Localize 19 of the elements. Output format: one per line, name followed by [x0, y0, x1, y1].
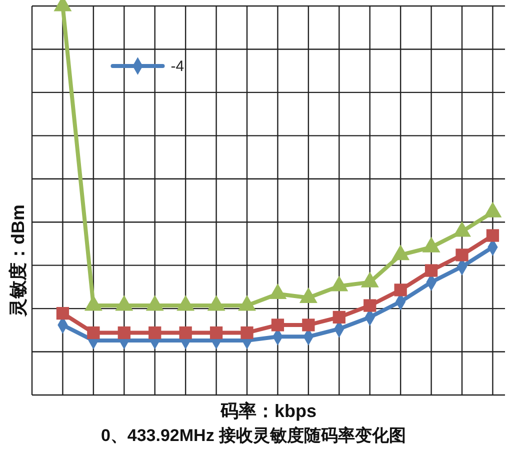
point: [56, 306, 70, 320]
point: [87, 326, 100, 340]
point: [394, 284, 407, 296]
point: [179, 326, 192, 340]
point: [302, 318, 315, 332]
point: [118, 326, 130, 340]
point: [486, 229, 500, 242]
legend-label: -4: [170, 58, 184, 75]
point: [332, 310, 346, 324]
x-axis-title: 码率：kbps: [219, 401, 317, 421]
point: [424, 264, 438, 277]
point: [210, 326, 223, 340]
point: [364, 299, 376, 312]
text: 0、433.92MHz 接收灵敏度随码率变化图: [100, 426, 406, 445]
point: [240, 326, 254, 340]
point: [148, 326, 162, 340]
point: [456, 248, 468, 262]
y-axis-title: 灵敏度：dBm: [8, 204, 28, 316]
point: [271, 318, 284, 332]
